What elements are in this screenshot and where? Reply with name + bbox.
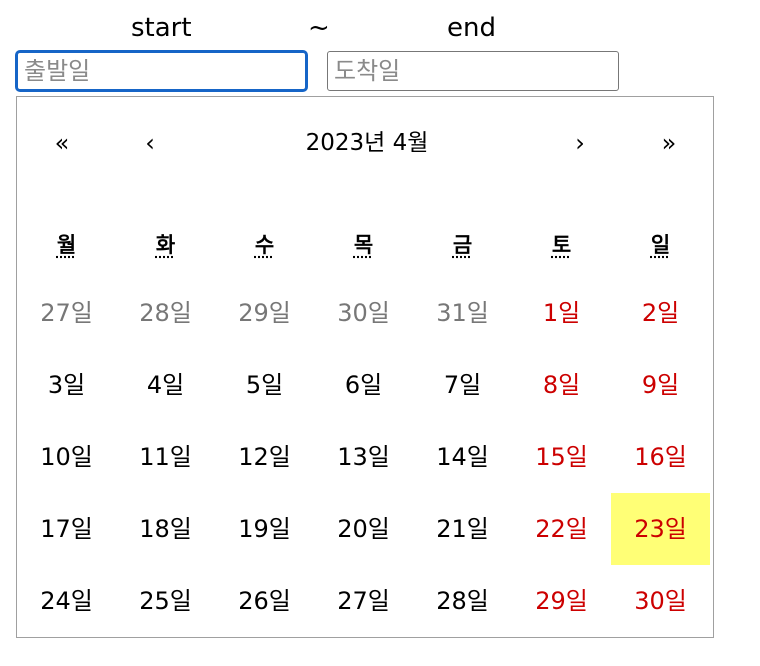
weekday-fri: 금: [452, 233, 473, 257]
range-separator: ~: [308, 13, 330, 43]
calendar-day[interactable]: 25일: [139, 587, 192, 615]
prev-year-button[interactable]: «: [54, 129, 70, 157]
calendar-day[interactable]: 14일: [436, 443, 489, 471]
start-label: start: [131, 13, 192, 43]
calendar-day[interactable]: 16일: [634, 443, 687, 471]
calendar-day[interactable]: 27일: [40, 299, 93, 327]
end-date-input[interactable]: [327, 51, 619, 91]
calendar-popup: « ‹ 2023년 4월 › » 월 화 수 목 금 토 일 27일 28일 29일…: [16, 96, 714, 638]
calendar-day[interactable]: 21일: [436, 515, 489, 543]
calendar-day-selected[interactable]: 23일: [611, 493, 710, 565]
calendar-day[interactable]: 15일: [535, 443, 588, 471]
calendar-day[interactable]: 10일: [40, 443, 93, 471]
weekday-mon: 월: [56, 233, 77, 257]
calendar-day[interactable]: 19일: [238, 515, 291, 543]
calendar-day[interactable]: 3일: [47, 371, 86, 399]
calendar-day[interactable]: 24일: [40, 587, 93, 615]
calendar-day[interactable]: 30일: [337, 299, 390, 327]
calendar-day[interactable]: 11일: [139, 443, 192, 471]
calendar-day[interactable]: 9일: [641, 371, 680, 399]
calendar-day[interactable]: 5일: [245, 371, 284, 399]
weekday-tue: 화: [155, 233, 176, 257]
weekday-wed: 수: [254, 233, 275, 257]
calendar-day[interactable]: 7일: [443, 371, 482, 399]
calendar-day[interactable]: 31일: [436, 299, 489, 327]
calendar-day[interactable]: 17일: [40, 515, 93, 543]
calendar-day[interactable]: 27일: [337, 587, 390, 615]
calendar-navigation: « ‹ 2023년 4월 › »: [17, 123, 713, 163]
weekday-sun: 일: [650, 233, 671, 257]
weekday-header-row: 월 화 수 목 금 토 일: [17, 229, 713, 263]
next-month-button[interactable]: ›: [575, 129, 585, 157]
calendar-day[interactable]: 6일: [344, 371, 383, 399]
range-labels: start ~ end: [0, 8, 760, 48]
next-year-button[interactable]: »: [661, 129, 677, 157]
calendar-day[interactable]: 20일: [337, 515, 390, 543]
calendar-month-title[interactable]: 2023년 4월: [305, 130, 429, 156]
calendar-day[interactable]: 18일: [139, 515, 192, 543]
calendar-day[interactable]: 2일: [641, 299, 680, 327]
start-date-input[interactable]: [16, 51, 307, 91]
calendar-day[interactable]: 30일: [634, 587, 687, 615]
calendar-day[interactable]: 13일: [337, 443, 390, 471]
calendar-day[interactable]: 4일: [146, 371, 185, 399]
prev-month-button[interactable]: ‹: [145, 129, 155, 157]
weekday-thu: 목: [353, 233, 374, 257]
calendar-day[interactable]: 29일: [535, 587, 588, 615]
calendar-day[interactable]: 22일: [535, 515, 588, 543]
calendar-day[interactable]: 28일: [436, 587, 489, 615]
end-label: end: [447, 13, 496, 43]
calendar-day[interactable]: 26일: [238, 587, 291, 615]
calendar-day[interactable]: 1일: [542, 299, 581, 327]
calendar-day[interactable]: 28일: [139, 299, 192, 327]
calendar-day[interactable]: 29일: [238, 299, 291, 327]
calendar-day[interactable]: 12일: [238, 443, 291, 471]
calendar-day[interactable]: 8일: [542, 371, 581, 399]
weekday-sat: 토: [551, 233, 572, 257]
